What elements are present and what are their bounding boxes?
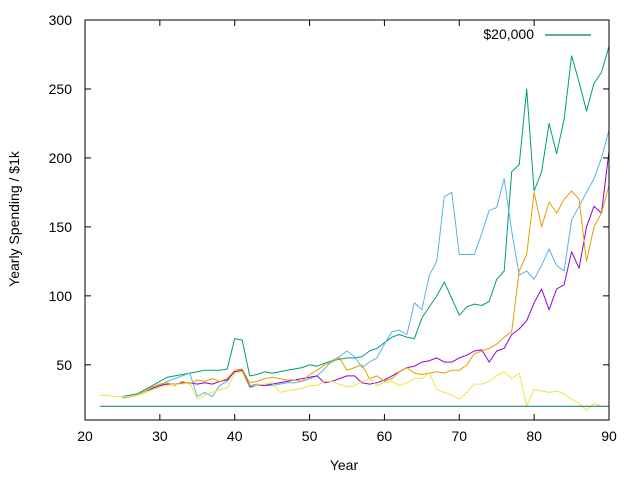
y-axis: 50 100 150 200 250 300 <box>49 12 609 373</box>
y-tick-label: 250 <box>49 81 73 97</box>
y-tick-label: 300 <box>49 12 73 28</box>
series-line-4 <box>122 185 610 398</box>
x-tick-label: 90 <box>601 428 617 444</box>
x-tick-label: 50 <box>302 428 318 444</box>
x-tick-label: 20 <box>77 428 93 444</box>
y-tick-label: 200 <box>49 150 73 166</box>
y-tick-label: 150 <box>49 219 73 235</box>
x-tick-label: 60 <box>377 428 393 444</box>
legend: $20,000 <box>483 26 591 42</box>
y-axis-label: Yearly Spending / $1k <box>6 150 22 287</box>
x-axis: 20 30 40 50 60 70 80 90 <box>77 20 617 444</box>
series-line-2 <box>122 130 610 399</box>
series-layer <box>100 46 610 411</box>
series-line-1 <box>122 46 610 398</box>
x-axis-label: Year <box>330 457 359 473</box>
legend-label: $20,000 <box>483 26 534 42</box>
x-tick-label: 40 <box>227 428 243 444</box>
x-tick-label: 30 <box>152 428 168 444</box>
y-tick-label: 100 <box>49 288 73 304</box>
y-tick-label: 50 <box>56 357 72 373</box>
plot-frame <box>84 19 610 421</box>
series-line-3 <box>122 150 610 398</box>
x-tick-label: 70 <box>451 428 467 444</box>
x-tick-label: 80 <box>526 428 542 444</box>
series-line-5 <box>100 371 609 411</box>
